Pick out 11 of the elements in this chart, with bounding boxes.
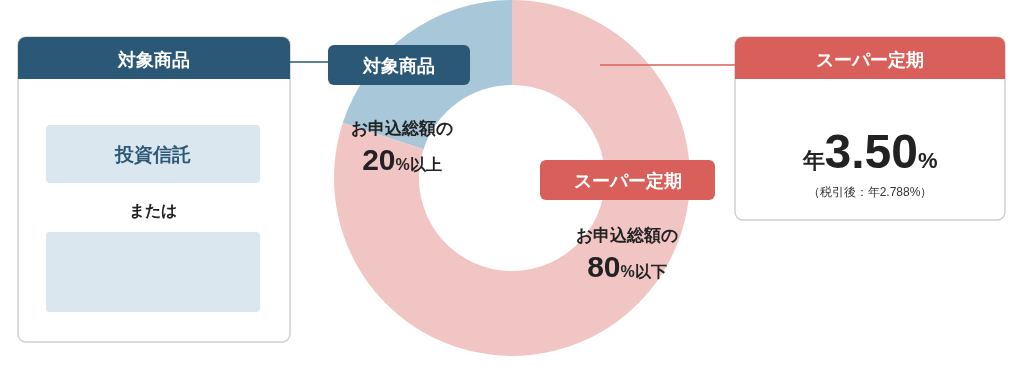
donut-slice <box>334 0 690 356</box>
text: または <box>129 202 177 219</box>
text: スーパー定期 <box>816 50 924 70</box>
slice-label: スーパー定期 <box>573 171 682 191</box>
data-label: お申込総額の 80%以下 <box>576 226 678 283</box>
data-label: お申込総額の 20%以上 <box>351 119 453 176</box>
text: 対象商品 <box>117 50 190 70</box>
text: 年3.50% <box>801 125 938 178</box>
text: 投資信託 <box>114 144 191 165</box>
text: （税引後：年2.788%） <box>807 185 933 199</box>
slice-label: 対象商品 <box>362 56 435 76</box>
